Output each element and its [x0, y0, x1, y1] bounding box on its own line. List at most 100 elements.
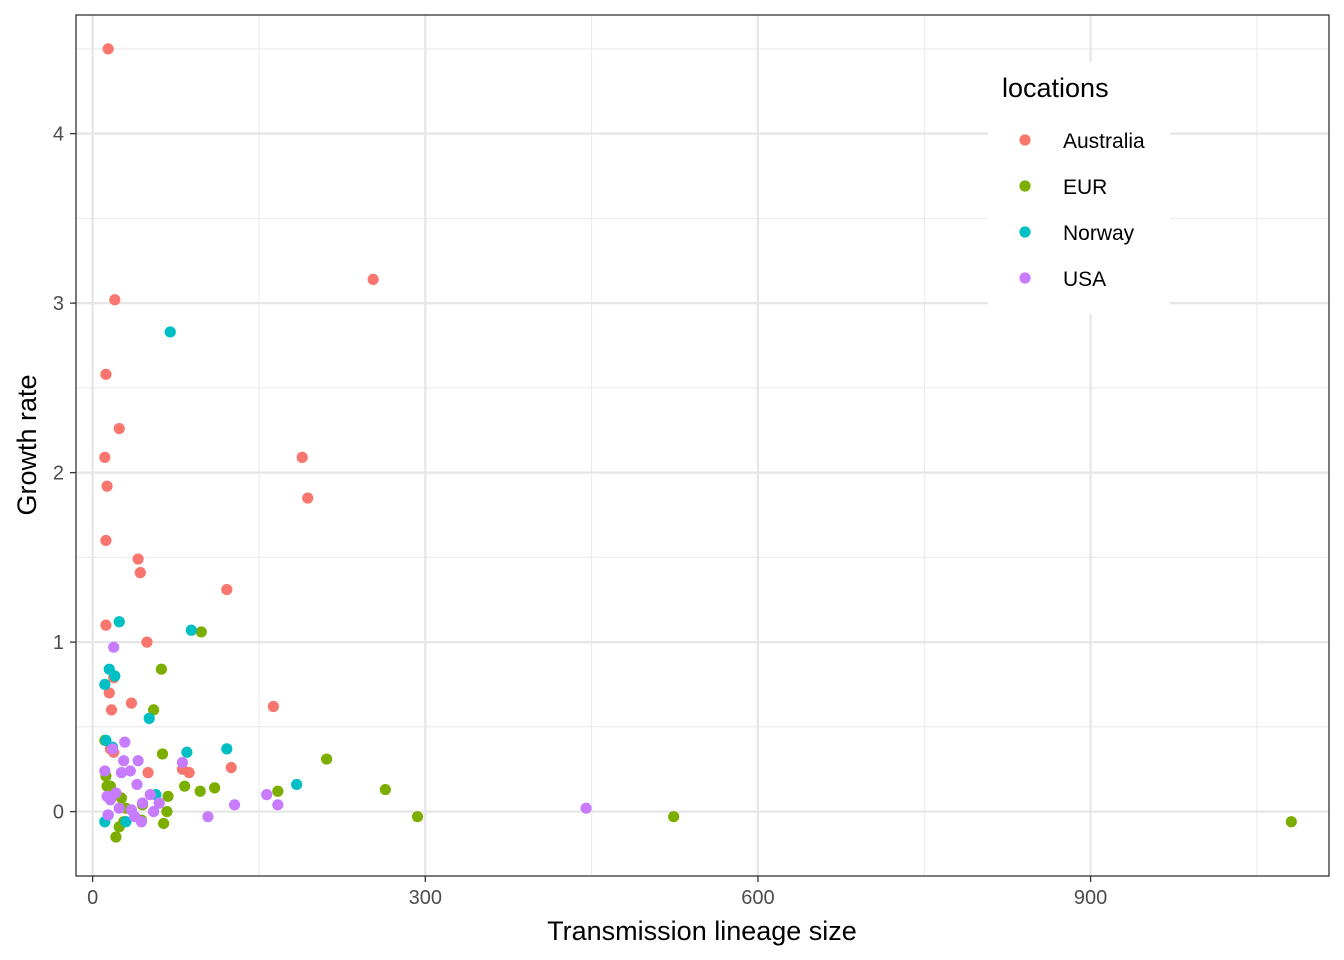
data-point	[131, 778, 143, 791]
data-point	[110, 831, 122, 843]
data-point	[132, 553, 144, 565]
data-point	[580, 802, 592, 814]
data-point	[132, 755, 144, 767]
y-axis: 0 1 2 3 4	[53, 124, 76, 824]
data-point	[115, 767, 128, 779]
data-point	[99, 451, 111, 463]
data-point	[321, 753, 333, 765]
data-point	[267, 700, 279, 713]
grid-minor	[76, 15, 1329, 876]
data-point	[228, 799, 241, 811]
legend-label: Norway	[1063, 222, 1135, 245]
data-point	[221, 743, 233, 755]
y-tick-label: 1	[53, 632, 64, 654]
data-point	[411, 811, 424, 823]
x-tick-label: 0	[87, 887, 98, 909]
legend-items: Australia EUR Norway USA	[1019, 130, 1145, 291]
data-point	[185, 624, 197, 636]
data-point	[221, 583, 233, 596]
legend-key	[1019, 226, 1031, 238]
y-tick-label: 0	[53, 802, 64, 824]
data-point	[296, 451, 308, 463]
legend-title: locations	[1002, 73, 1109, 103]
data-points	[99, 43, 1297, 843]
data-point	[261, 789, 273, 801]
data-point	[272, 785, 284, 797]
data-point	[103, 687, 115, 699]
y-tick-label: 2	[53, 463, 64, 485]
legend-background	[988, 62, 1170, 314]
data-point	[109, 670, 121, 682]
data-point	[157, 817, 170, 830]
data-point	[302, 492, 314, 504]
x-axis-title: Transmission lineage size	[547, 916, 857, 946]
data-point	[124, 765, 136, 777]
legend-label: USA	[1063, 268, 1106, 291]
data-point	[195, 626, 207, 638]
x-axis: 0 300 600 900	[87, 876, 1107, 909]
data-point	[202, 811, 214, 823]
data-point	[102, 43, 114, 55]
x-tick-label: 300	[409, 887, 442, 909]
data-point	[291, 778, 303, 791]
data-point	[108, 641, 120, 653]
data-point	[118, 755, 130, 767]
data-point	[100, 619, 112, 631]
data-point	[194, 785, 206, 797]
data-point	[367, 273, 379, 286]
data-point	[272, 799, 284, 811]
data-point	[113, 802, 125, 814]
data-point	[668, 811, 680, 823]
data-point	[225, 761, 237, 774]
data-point	[179, 780, 191, 792]
data-point	[136, 797, 149, 809]
legend: locations Australia EUR Norway USA	[988, 62, 1170, 314]
legend-key	[1019, 134, 1031, 146]
data-point	[120, 816, 132, 828]
data-point	[209, 782, 221, 794]
data-point	[156, 748, 169, 760]
y-tick-label: 3	[53, 293, 64, 315]
data-point	[162, 790, 174, 802]
x-tick-label: 900	[1074, 887, 1107, 909]
data-point	[99, 678, 111, 691]
data-point	[153, 797, 165, 809]
legend-key	[1019, 272, 1031, 284]
data-point	[119, 736, 131, 748]
data-point	[125, 697, 138, 709]
data-point	[143, 712, 155, 724]
data-point	[109, 294, 121, 306]
legend-label: EUR	[1063, 176, 1107, 199]
data-point	[104, 794, 116, 806]
data-point	[1285, 816, 1297, 828]
data-point	[379, 783, 391, 796]
data-point	[100, 368, 112, 380]
data-point	[105, 704, 118, 716]
data-point	[113, 616, 125, 628]
plot-border	[75, 14, 1330, 877]
data-point	[142, 767, 154, 779]
data-point	[176, 756, 189, 769]
data-point	[113, 422, 125, 435]
y-axis-title: Growth rate	[12, 374, 42, 515]
y-tick-label: 4	[53, 124, 64, 146]
data-point	[106, 743, 119, 755]
legend-label: Australia	[1063, 130, 1145, 153]
data-point	[135, 816, 148, 828]
data-point	[144, 789, 156, 801]
data-point	[134, 567, 146, 579]
data-point	[101, 480, 113, 492]
data-point	[148, 704, 160, 716]
legend-key	[1019, 180, 1031, 192]
data-point	[148, 805, 160, 818]
data-point	[183, 767, 195, 779]
data-point	[155, 663, 167, 675]
x-tick-label: 600	[741, 887, 774, 909]
grid-major	[76, 15, 1329, 876]
data-point	[141, 636, 153, 648]
data-point	[99, 765, 111, 777]
data-point	[181, 746, 193, 758]
data-point	[164, 326, 176, 338]
data-point	[102, 809, 114, 821]
